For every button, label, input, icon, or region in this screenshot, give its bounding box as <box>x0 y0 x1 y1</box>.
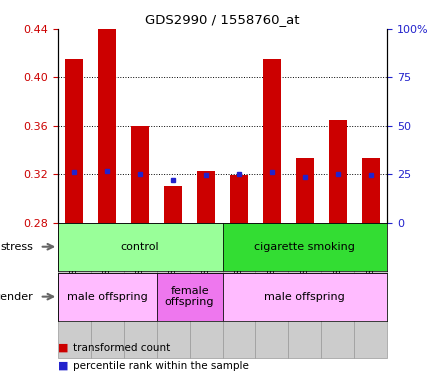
Bar <box>190 223 222 359</box>
Text: gender: gender <box>0 291 33 302</box>
Bar <box>296 159 314 223</box>
Text: transformed count: transformed count <box>73 343 171 353</box>
Bar <box>354 223 387 359</box>
Text: cigarette smoking: cigarette smoking <box>255 242 355 252</box>
Text: percentile rank within the sample: percentile rank within the sample <box>73 361 249 371</box>
Text: ■: ■ <box>58 343 69 353</box>
Bar <box>288 223 321 359</box>
Bar <box>98 29 116 223</box>
Bar <box>91 223 124 359</box>
Bar <box>58 223 91 359</box>
Text: ■: ■ <box>58 361 69 371</box>
Bar <box>230 175 248 223</box>
Bar <box>58 223 222 271</box>
Bar <box>263 59 281 223</box>
Bar <box>131 126 149 223</box>
Bar <box>321 223 354 359</box>
Bar <box>58 273 157 321</box>
Text: male offspring: male offspring <box>67 291 148 302</box>
Bar <box>65 59 83 223</box>
Bar <box>157 273 222 321</box>
Bar <box>222 223 387 271</box>
Bar <box>222 223 255 359</box>
Title: GDS2990 / 1558760_at: GDS2990 / 1558760_at <box>145 13 300 26</box>
Bar <box>124 223 157 359</box>
Bar <box>329 120 347 223</box>
Text: stress: stress <box>0 242 33 252</box>
Bar <box>362 159 380 223</box>
Bar <box>255 223 288 359</box>
Bar <box>164 186 182 223</box>
Bar <box>222 273 387 321</box>
Text: male offspring: male offspring <box>264 291 345 302</box>
Text: female
offspring: female offspring <box>165 286 214 308</box>
Text: control: control <box>121 242 159 252</box>
Bar <box>157 223 190 359</box>
Bar <box>197 170 215 223</box>
